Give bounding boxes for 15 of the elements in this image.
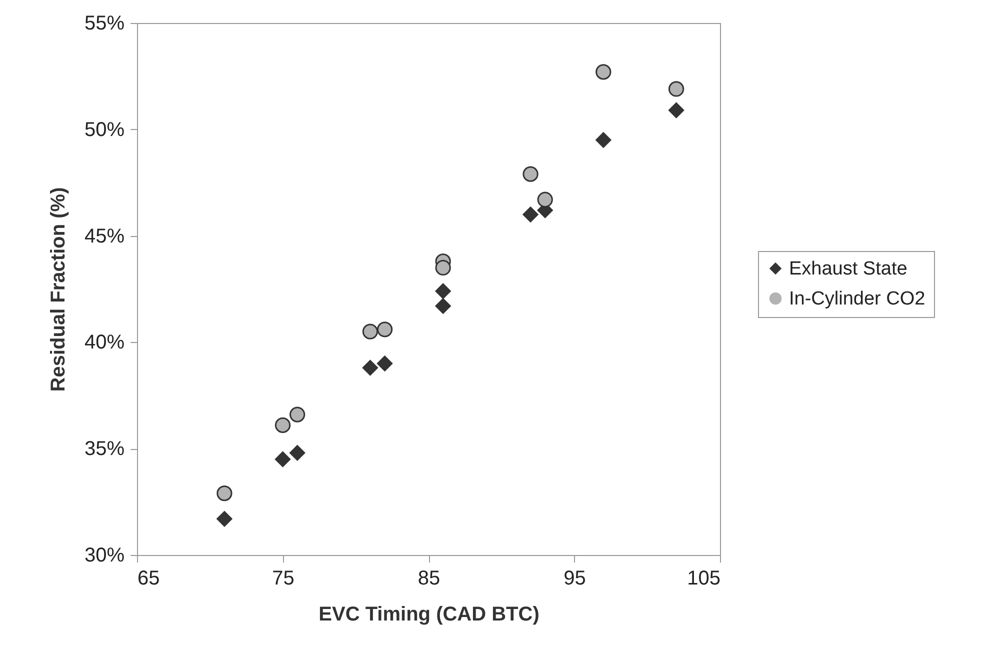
y-tick-label: 55% — [84, 12, 125, 34]
y-tick-label: 40% — [84, 332, 125, 354]
y-tick-label: 30% — [84, 544, 125, 566]
legend-label: Exhaust State — [789, 258, 908, 280]
y-tick-label: 50% — [84, 118, 125, 141]
y-tick-label: 35% — [84, 438, 125, 460]
x-tick-label: 95 — [564, 568, 586, 590]
y-tick-label: 45% — [84, 225, 125, 248]
legend-label: In-Cylinder CO2 — [789, 288, 926, 310]
x-tick-label: 65 — [138, 568, 160, 590]
x-tick-label: 75 — [272, 568, 294, 590]
x-axis-title: EVC Timing (CAD BTC) — [318, 604, 540, 626]
x-tick-label: 105 — [687, 568, 720, 590]
y-axis-title: Residual Fraction (%) — [47, 187, 70, 392]
x-tick-label: 85 — [418, 568, 440, 590]
